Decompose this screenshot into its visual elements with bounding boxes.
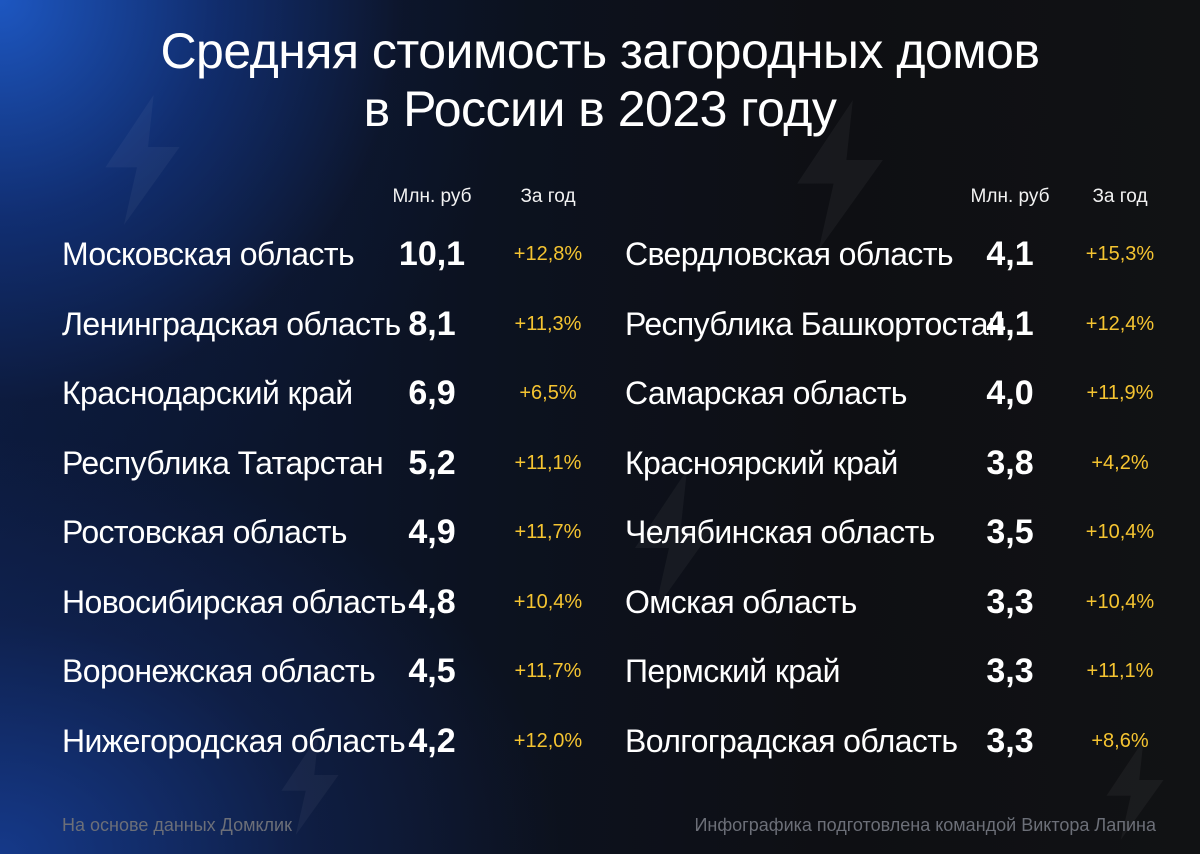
price-value: 3,3	[986, 721, 1034, 760]
price-value: 4,0	[986, 374, 1034, 412]
yearly-change: +11,9%	[1086, 382, 1154, 404]
source-note: На основе данных Домклик	[62, 815, 292, 835]
price-value: 5,2	[408, 443, 456, 482]
yearly-change: +11,1%	[514, 451, 582, 474]
region-name: Новосибирская область	[62, 583, 406, 620]
region-name: Самарская область	[625, 375, 907, 411]
region-name: Омская область	[625, 583, 857, 620]
table-row: Нижегородская область 4,2 +12,0%	[0, 721, 1200, 761]
price-value: 4,1	[986, 235, 1034, 273]
table-row: Омская область 3,3 +10,4%	[0, 582, 1200, 622]
title-line-2: в России в 2023 году	[363, 81, 837, 137]
table-row: Воронежская область 4,5 +11,7%	[0, 651, 1200, 691]
left-change-header: За год	[520, 186, 576, 207]
region-name: Краснодарский край	[62, 375, 353, 411]
page-title: Средняя стоимость загородных домов в Рос…	[0, 22, 1200, 138]
price-value: 3,5	[986, 513, 1034, 551]
region-name: Ленинградская область	[62, 305, 401, 342]
yearly-change: +8,6%	[1091, 729, 1149, 752]
yearly-change: +4,2%	[1091, 451, 1149, 474]
price-value: 4,9	[408, 513, 456, 551]
yearly-change: +11,1%	[1086, 660, 1154, 682]
region-name: Московская область	[62, 236, 355, 272]
region-name: Ростовская область	[62, 514, 347, 550]
lightning-bolt-icon	[635, 470, 715, 610]
lightning-bolt-icon	[281, 735, 339, 835]
region-name: Пермский край	[625, 653, 841, 689]
yearly-change: +11,7%	[514, 521, 582, 543]
price-value: 3,3	[986, 652, 1034, 690]
table-row: Республика Башкортостан 4,1 +12,4%	[0, 304, 1200, 344]
table-row: Пермский край 3,3 +11,1%	[0, 651, 1200, 691]
region-name: Свердловская область	[625, 236, 954, 272]
region-name: Челябинская область	[625, 514, 935, 550]
table-row: Свердловская область 4,1 +15,3%	[0, 234, 1200, 274]
region-name: Республика Башкортостан	[625, 305, 1006, 342]
region-name: Нижегородская область	[62, 722, 406, 759]
price-value: 8,1	[408, 304, 456, 343]
yearly-change: +12,0%	[513, 729, 583, 752]
right-price-header: Млн. руб	[970, 186, 1050, 207]
table-row: Самарская область 4,0 +11,9%	[0, 373, 1200, 413]
yearly-change: +11,7%	[514, 660, 582, 682]
price-value: 6,9	[408, 374, 456, 412]
region-name: Республика Татарстан	[62, 444, 384, 481]
table-row: Республика Татарстан 5,2 +11,1%	[0, 443, 1200, 483]
left-price-header: Млн. руб	[392, 186, 472, 207]
yearly-change: +10,4%	[513, 590, 583, 613]
yearly-change: +10,4%	[1085, 521, 1155, 543]
price-value: 4,5	[408, 652, 456, 690]
yearly-change: +12,4%	[1085, 312, 1155, 335]
lightning-bolt-icon	[797, 100, 883, 250]
yearly-change: +10,4%	[1085, 590, 1155, 613]
price-value: 4,8	[408, 582, 456, 621]
lightning-bolt-icon	[1106, 740, 1164, 840]
yearly-change: +15,3%	[1085, 243, 1155, 265]
table-row: Волгоградская область 3,3 +8,6%	[0, 721, 1200, 761]
yearly-change: +6,5%	[519, 382, 577, 404]
right-change-header: За год	[1092, 186, 1148, 207]
yearly-change: +12,8%	[513, 243, 583, 265]
price-value: 4,2	[408, 721, 456, 760]
price-value: 3,8	[986, 443, 1034, 482]
title-line-1: Средняя стоимость загородных домов	[160, 23, 1040, 79]
table-row: Ленинградская область 8,1 +11,3%	[0, 304, 1200, 344]
table-row: Новосибирская область 4,8 +10,4%	[0, 582, 1200, 622]
table-row: Ростовская область 4,9 +11,7%	[0, 512, 1200, 552]
price-value: 10,1	[398, 235, 466, 273]
region-name: Воронежская область	[62, 653, 376, 689]
table-row: Краснодарский край 6,9 +6,5%	[0, 373, 1200, 413]
table-row: Челябинская область 3,5 +10,4%	[0, 512, 1200, 552]
credit-note: Инфографика подготовлена командой Виктор…	[694, 815, 1156, 835]
lightning-bolt-icon	[105, 95, 180, 225]
yearly-change: +11,3%	[514, 312, 582, 335]
region-name: Волгоградская область	[625, 722, 958, 759]
price-value: 4,1	[986, 304, 1034, 343]
price-value: 3,3	[986, 582, 1034, 621]
table-row: Московская область 10,1 +12,8%	[0, 234, 1200, 274]
table-row: Красноярский край 3,8 +4,2%	[0, 443, 1200, 483]
region-name: Красноярский край	[625, 444, 898, 481]
